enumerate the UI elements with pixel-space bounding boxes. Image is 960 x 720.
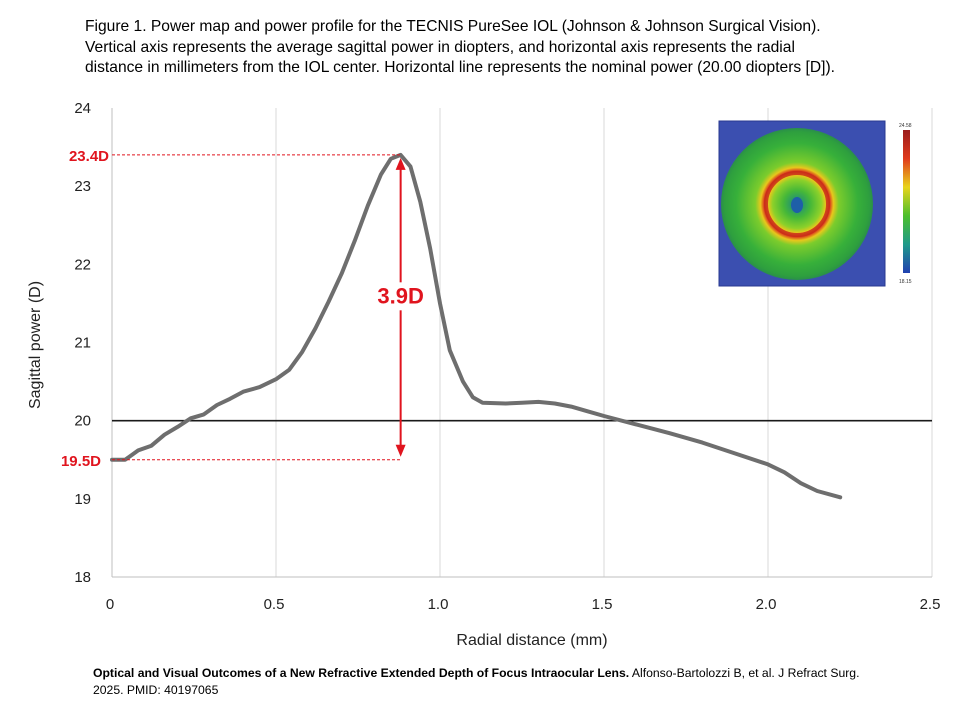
- axes: [111, 108, 932, 578]
- power-profile-chart: 0 0.5 1.0 1.5 2.0 2.5 18 19 20 21 22 23 24 23.4D 19…: [27, 100, 941, 649]
- y-tick-label: 21: [74, 335, 91, 352]
- citation-line-1: Optical and Visual Outcomes of a New Ref…: [93, 665, 943, 682]
- vertical-gridlines: [275, 108, 933, 577]
- power-map-inset: 24.58 18.15: [718, 120, 912, 287]
- power-map-color-scale: [903, 130, 910, 273]
- x-tick-label: 0.5: [264, 596, 285, 613]
- caption-line-2: Vertical axis represents the average sag…: [85, 38, 795, 56]
- x-tick-label: 1.0: [428, 596, 449, 613]
- citation-line-2: 2025. PMID: 40197065: [93, 683, 219, 697]
- annotations: 23.4D 19.5D 3.9D: [61, 148, 429, 470]
- x-tick-label: 2.5: [920, 596, 941, 613]
- y-tick-label: 24: [74, 100, 91, 117]
- color-scale-min-label: 18.15: [899, 279, 912, 285]
- figure-caption: Figure 1. Power map and power profile fo…: [85, 17, 945, 79]
- x-axis-title: Radial distance (mm): [456, 632, 607, 649]
- caption-line-1: Figure 1. Power map and power profile fo…: [85, 18, 821, 35]
- delta-label-background: [372, 282, 429, 311]
- x-tick-label: 0: [106, 596, 114, 613]
- citation-article-title: Optical and Visual Outcomes of a New Ref…: [93, 666, 630, 680]
- x-tick-labels: 0 0.5 1.0 1.5 2.0 2.5: [106, 596, 941, 613]
- peak-power-label: 23.4D: [69, 148, 109, 165]
- y-tick-labels: 18 19 20 21 22 23 24: [74, 100, 91, 586]
- y-tick-label: 20: [74, 413, 91, 430]
- arrow-head-down: [395, 444, 406, 457]
- color-scale-max-label: 24.58: [899, 123, 912, 129]
- citation: Optical and Visual Outcomes of a New Ref…: [93, 665, 943, 699]
- y-tick-label: 19: [74, 491, 91, 508]
- power-map-center-spot: [791, 197, 803, 213]
- delta-power-label: 3.9D: [377, 283, 423, 308]
- sagittal-power-curve: [110, 152, 843, 500]
- x-tick-label: 1.5: [592, 596, 613, 613]
- power-map-peak-ring: [764, 171, 830, 237]
- y-tick-label: 23: [74, 178, 91, 195]
- arrow-head-up: [395, 157, 406, 170]
- y-tick-label: 22: [74, 256, 91, 273]
- base-power-label: 19.5D: [61, 453, 101, 470]
- y-axis-title: Sagittal power (D): [27, 281, 44, 409]
- citation-authors: Alfonso-Bartolozzi B, et al. J Refract S…: [629, 666, 860, 680]
- caption-line-3: distance in millimeters from the IOL cen…: [85, 59, 835, 76]
- y-tick-label: 18: [74, 569, 91, 586]
- x-tick-label: 2.0: [756, 596, 777, 613]
